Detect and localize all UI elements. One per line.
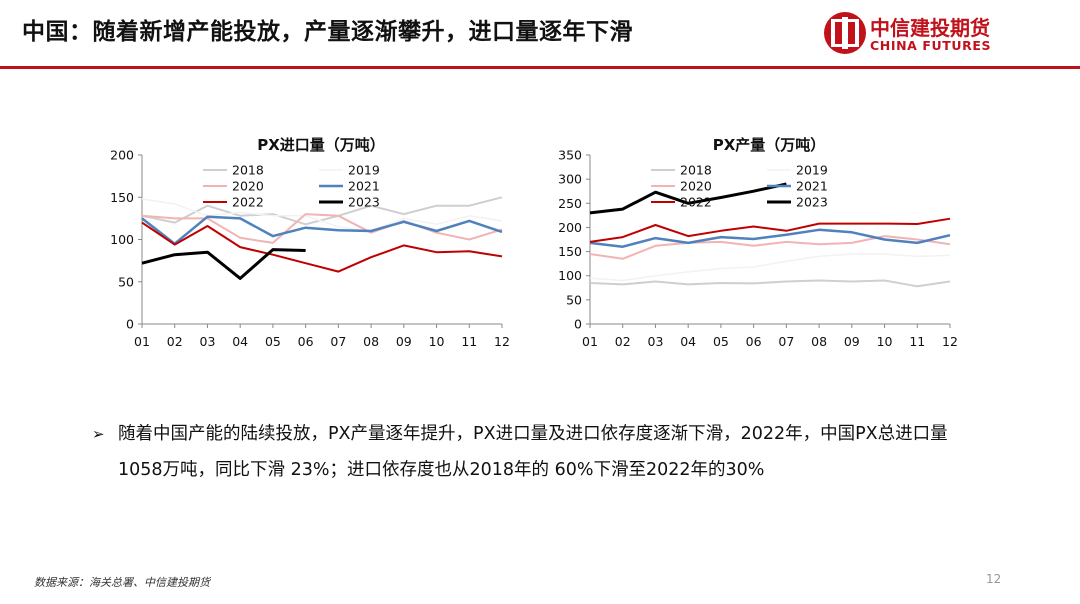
legend-label-2022: 2022 <box>232 195 264 210</box>
x-tick-label: 05 <box>265 334 281 349</box>
page-title: 中国：随着新增产能投放，产量逐渐攀升，进口量逐年下滑 <box>22 19 633 45</box>
chart-title: PX产量（万吨） <box>713 136 826 154</box>
y-tick-label: 150 <box>558 244 582 259</box>
y-tick-label: 0 <box>126 317 134 332</box>
x-tick-label: 08 <box>811 334 827 349</box>
y-tick-label: 200 <box>110 148 134 163</box>
x-tick-label: 11 <box>461 334 477 349</box>
legend-label-2019: 2019 <box>348 163 380 178</box>
x-tick-label: 03 <box>648 334 664 349</box>
x-tick-label: 06 <box>746 334 762 349</box>
legend-label-2021: 2021 <box>348 179 380 194</box>
series-line-2018 <box>141 196 503 226</box>
legend-label-2018: 2018 <box>680 163 712 178</box>
series-line-2018 <box>589 279 951 288</box>
series-line-2021 <box>141 215 503 245</box>
x-tick-label: 02 <box>615 334 631 349</box>
x-tick-label: 07 <box>778 334 794 349</box>
y-tick-label: 200 <box>558 220 582 235</box>
x-tick-label: 01 <box>134 334 150 349</box>
chart-legend: 2018 2019 2020 2021 2022 2023 <box>203 163 380 210</box>
x-tick-label: 07 <box>330 334 346 349</box>
legend-label-2020: 2020 <box>232 179 264 194</box>
legend-label-2019: 2019 <box>796 163 828 178</box>
chart-title: PX进口量（万吨） <box>257 136 385 154</box>
series-line-2019 <box>589 253 951 282</box>
series-line-2020 <box>141 213 503 244</box>
y-tick-label: 50 <box>566 292 582 307</box>
x-tick-label: 12 <box>494 334 510 349</box>
legend-label-2020: 2020 <box>680 179 712 194</box>
series-line-2023 <box>589 182 787 215</box>
citic-logo-icon <box>824 12 866 54</box>
y-tick-label: 250 <box>558 196 582 211</box>
series-line-2023 <box>141 248 306 280</box>
x-tick-label: 03 <box>200 334 216 349</box>
x-tick-label: 05 <box>713 334 729 349</box>
production-volume-chart: PX产量（万吨） 0 50 100 150 200 250 300 350 01 02 03 04 05 0… <box>558 136 958 349</box>
x-tick-label: 04 <box>680 334 696 349</box>
x-tick-label: 11 <box>909 334 925 349</box>
x-tick-label: 01 <box>582 334 598 349</box>
y-tick-label: 150 <box>110 190 134 205</box>
series-line-2022 <box>141 221 503 273</box>
y-tick-label: 100 <box>558 268 582 283</box>
legend-label-2023: 2023 <box>796 195 828 210</box>
y-tick-label: 300 <box>558 172 582 187</box>
legend-label-2021: 2021 <box>796 179 828 194</box>
header-divider <box>0 66 1080 69</box>
legend-label-2018: 2018 <box>232 163 264 178</box>
page-header: 中国：随着新增产能投放，产量逐渐攀升，进口量逐年下滑 中信建投期货 CHINA … <box>0 0 1080 69</box>
data-source-note: 数据来源：海关总署、中信建投期货 <box>34 576 210 589</box>
logo-chinese-name: 中信建投期货 <box>870 16 990 40</box>
x-tick-label: 08 <box>363 334 379 349</box>
import-volume-chart: PX进口量（万吨） 0 50 100 150 200 01 02 03 04 05 06 07 08 09 1… <box>110 136 510 349</box>
company-logo: 中信建投期货 CHINA FUTURES <box>822 10 1022 56</box>
y-tick-label: 350 <box>558 148 582 163</box>
bullet-point: ➢ 随着中国产能的陆续投放，PX产量逐年提升，PX进口量及进口依存度逐渐下滑，2… <box>92 416 992 488</box>
y-tick-label: 50 <box>118 274 134 289</box>
x-tick-label: 10 <box>877 334 893 349</box>
bullet-text: 随着中国产能的陆续投放，PX产量逐年提升，PX进口量及进口依存度逐渐下滑，202… <box>118 424 948 480</box>
y-tick-label: 100 <box>110 232 134 247</box>
series-line-2019 <box>141 198 503 232</box>
series-line-2022 <box>589 217 951 243</box>
bullet-arrow-icon: ➢ <box>92 425 105 443</box>
series-line-2020 <box>589 235 951 260</box>
series-line-2021 <box>589 228 951 248</box>
logo-english-name: CHINA FUTURES <box>870 38 992 53</box>
y-tick-label: 0 <box>574 317 582 332</box>
legend-label-2022: 2022 <box>680 195 712 210</box>
legend-label-2023: 2023 <box>348 195 380 210</box>
x-tick-label: 09 <box>844 334 860 349</box>
chart-legend: 2018 2019 2020 2021 2022 2023 <box>651 163 828 210</box>
x-tick-label: 12 <box>942 334 958 349</box>
x-tick-label: 02 <box>167 334 183 349</box>
x-tick-label: 09 <box>396 334 412 349</box>
x-tick-label: 06 <box>298 334 314 349</box>
x-tick-label: 04 <box>232 334 248 349</box>
x-tick-label: 10 <box>429 334 445 349</box>
page-number: 12 <box>986 572 1002 586</box>
